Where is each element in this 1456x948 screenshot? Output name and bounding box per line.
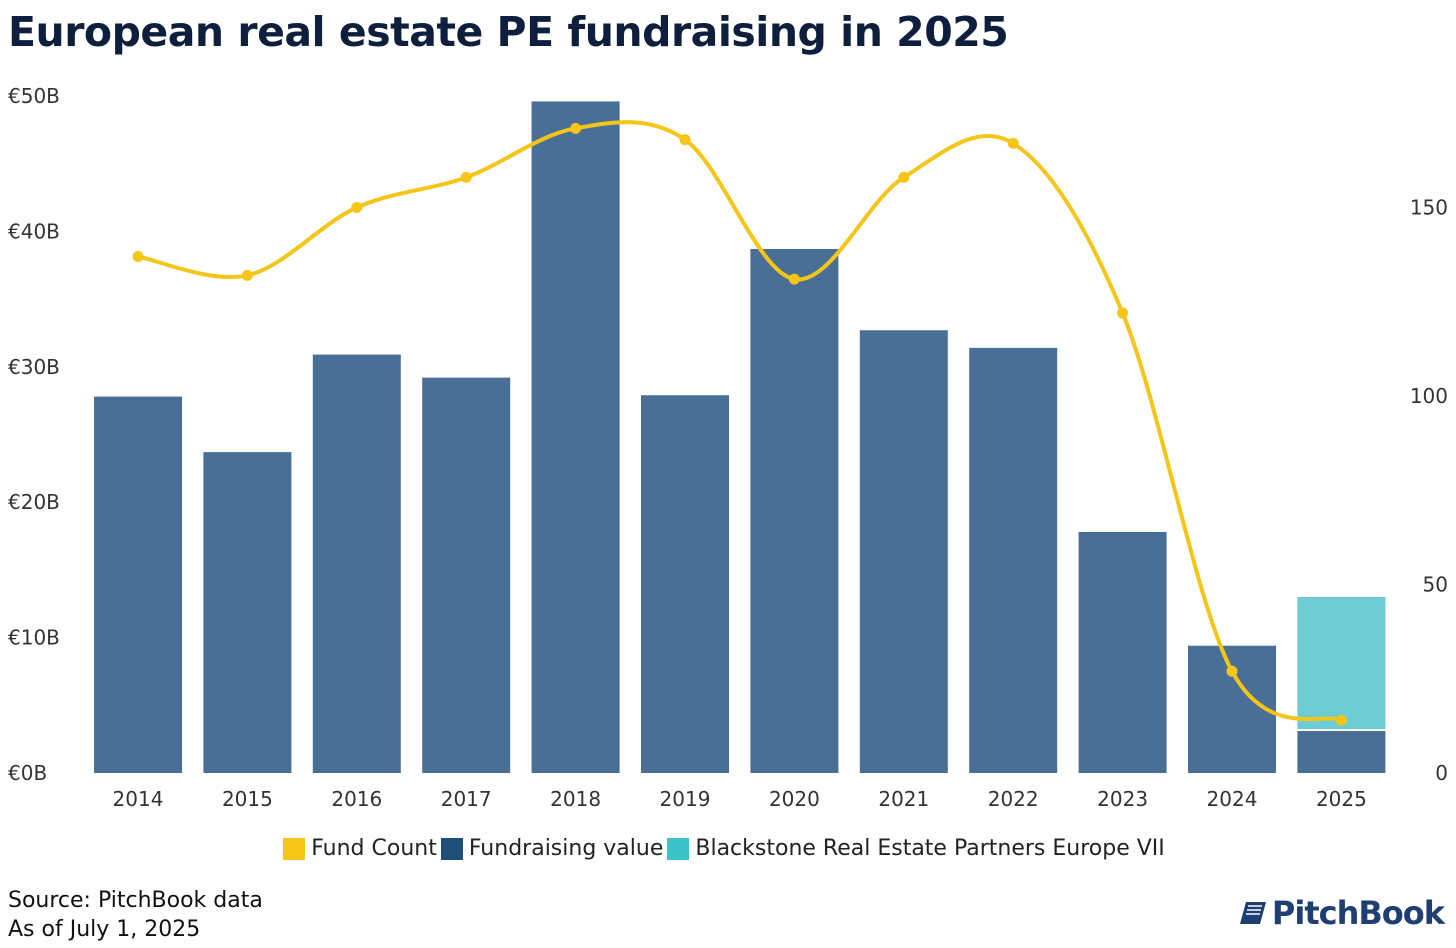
x-axis-tick-label: 2025 xyxy=(1316,787,1367,811)
bar-fundraising-value xyxy=(203,452,292,773)
bar-fundraising-value xyxy=(422,377,511,773)
bar-fundraising-value xyxy=(859,330,948,773)
point-fund-count xyxy=(132,251,144,263)
source-note: Source: PitchBook data As of July 1, 202… xyxy=(8,886,263,944)
right-axis-tick-label: 100 xyxy=(1410,384,1448,408)
chart-title: European real estate PE fundraising in 2… xyxy=(8,8,1009,56)
pitchbook-logo: PitchBook xyxy=(1238,894,1445,932)
left-axis-tick-label: €30B xyxy=(8,355,60,379)
bar-fundraising-value xyxy=(1188,645,1276,773)
legend-label: Fundraising value xyxy=(468,836,664,861)
left-axis-tick-label: €20B xyxy=(8,490,60,514)
bar-fundraising-value xyxy=(750,249,839,773)
left-axis-tick-label: €10B xyxy=(8,626,60,650)
point-fund-count xyxy=(1007,137,1019,149)
legend-swatch xyxy=(440,837,463,860)
x-axis-tick-label: 2017 xyxy=(441,787,492,811)
right-axis-tick-label: 150 xyxy=(1410,196,1448,220)
x-axis-tick-label: 2020 xyxy=(769,787,820,811)
bar-fundraising-value xyxy=(531,101,620,773)
right-axis-tick-label: 0 xyxy=(1435,761,1448,785)
book-icon xyxy=(1239,902,1266,924)
point-fund-count xyxy=(898,171,910,183)
bar-fundraising-value xyxy=(1297,731,1386,773)
bar-fundraising-value xyxy=(969,347,1058,773)
x-axis-tick-label: 2023 xyxy=(1097,787,1148,811)
legend-label: Blackstone Real Estate Partners Europe V… xyxy=(695,836,1165,861)
legend-swatch xyxy=(283,837,306,860)
x-axis-tick-label: 2018 xyxy=(550,787,601,811)
right-axis-tick-label: 50 xyxy=(1423,573,1448,597)
point-fund-count xyxy=(788,273,800,285)
point-fund-count xyxy=(1117,307,1129,319)
bar-blackstone xyxy=(1297,596,1386,730)
point-fund-count xyxy=(460,171,472,183)
left-axis-tick-label: €40B xyxy=(8,219,60,243)
point-fund-count xyxy=(1335,714,1347,726)
source-text: Source: PitchBook data xyxy=(8,888,263,913)
legend-label: Fund Count xyxy=(311,836,437,861)
x-axis-tick-label: 2022 xyxy=(988,787,1039,811)
left-axis-tick-label: €50B xyxy=(8,84,60,108)
x-axis-tick-label: 2015 xyxy=(222,787,273,811)
point-fund-count xyxy=(351,202,363,213)
legend-item-fund-count: Fund Count xyxy=(283,836,437,861)
legend-item-blackstone: Blackstone Real Estate Partners Europe V… xyxy=(667,836,1165,861)
x-axis-tick-label: 2014 xyxy=(113,787,164,811)
as-of-text: As of July 1, 2025 xyxy=(8,917,201,942)
legend-swatch xyxy=(667,837,690,860)
bar-fundraising-value xyxy=(312,354,401,773)
point-fund-count xyxy=(241,269,253,281)
point-fund-count xyxy=(1226,665,1238,677)
legend-item-fundraising-value: Fundraising value xyxy=(440,836,664,861)
bar-fundraising-value xyxy=(641,395,729,773)
x-axis-tick-label: 2024 xyxy=(1207,787,1258,811)
x-axis-tick-label: 2016 xyxy=(331,787,382,811)
logo-text: PitchBook xyxy=(1271,894,1445,932)
point-fund-count xyxy=(679,134,691,146)
x-axis-tick-label: 2019 xyxy=(660,787,711,811)
bar-fundraising-value xyxy=(94,396,182,773)
legend: Fund Count Fundraising value Blackstone … xyxy=(0,836,1456,861)
point-fund-count xyxy=(570,122,582,134)
bar-fundraising-value xyxy=(1078,531,1167,773)
left-axis-tick-label: €0B xyxy=(8,761,47,785)
x-axis-tick-label: 2021 xyxy=(878,787,929,811)
